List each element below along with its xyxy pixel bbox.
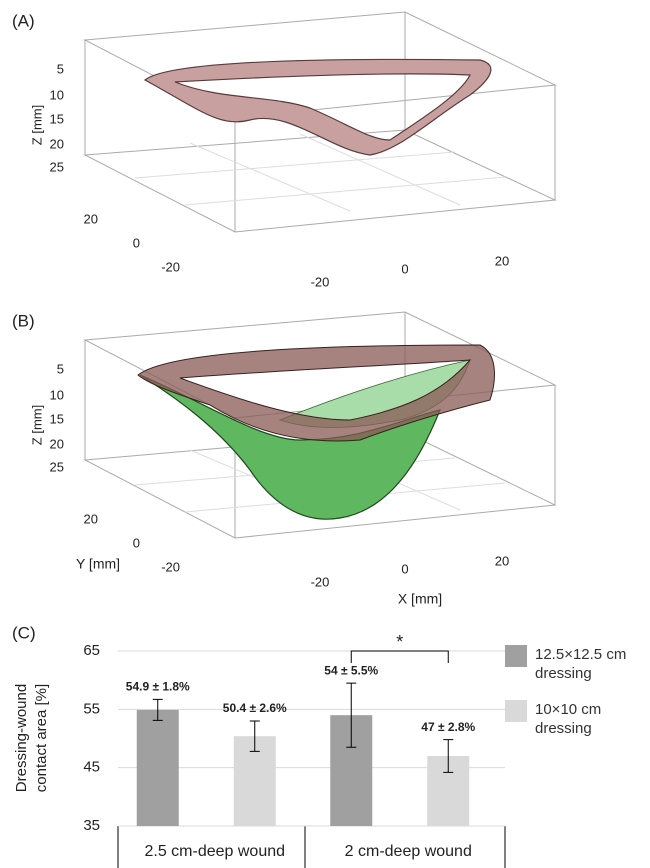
z-tick-label: 20: [50, 136, 64, 151]
legend-label: 10×10 cm dressing: [535, 701, 602, 737]
y-tick-label: 0: [133, 535, 140, 550]
surface-a: [143, 58, 492, 156]
error-bar: [152, 698, 163, 721]
y-axis-label: contact area [%]: [33, 684, 50, 792]
error-bar: [249, 720, 260, 752]
y-axis-label: Y [mm]: [76, 556, 120, 572]
legend-item: 10×10 cm dressing: [505, 700, 647, 738]
significance-bracket: [350, 650, 449, 663]
y-tick-label: -20: [161, 559, 180, 574]
data-label: 54.9 ± 1.8%: [126, 680, 190, 694]
panel-label: (C): [12, 623, 36, 642]
panel-label: (A): [12, 11, 35, 30]
z-tick-label: 15: [50, 411, 64, 426]
x-tick-label: 0: [401, 261, 408, 276]
data-label: 50.4 ± 2.6%: [223, 701, 287, 715]
z-axis-label: Z [mm]: [29, 105, 44, 145]
legend-item: 12.5×12.5 cm dressing: [505, 645, 647, 683]
y-axis-label: Dressing-wound: [13, 684, 30, 792]
z-axis-label: Z [mm]: [29, 405, 44, 445]
y-tick-label: 20: [84, 211, 98, 226]
z-tick-label: 25: [50, 459, 64, 474]
z-tick-label: 15: [50, 111, 64, 126]
data-label: 47 ± 2.8%: [421, 720, 475, 734]
x-tick-label: -20: [311, 574, 330, 589]
z-tick-label: 10: [50, 87, 64, 102]
z-tick-label: 5: [57, 61, 64, 76]
legend-swatch: [505, 645, 527, 667]
x-tick-label: 2.5 cm-deep wound: [144, 843, 285, 860]
surface-b-bowl: [139, 374, 441, 520]
z-tick-label: 25: [50, 159, 64, 174]
error-bar: [346, 682, 357, 748]
x-tick-label: -20: [311, 274, 330, 289]
legend-label: 12.5×12.5 cm dressing: [535, 646, 627, 682]
x-tick-label: 20: [495, 553, 509, 568]
y-tick-label: 55: [83, 700, 100, 717]
y-tick-label: 35: [83, 817, 100, 834]
y-tick-label: 0: [133, 235, 140, 250]
panel-label: (B): [12, 311, 35, 330]
y-tick-label: 65: [83, 642, 100, 659]
surface-b-rim: [137, 344, 495, 442]
x-tick-label: 20: [495, 253, 509, 268]
bar: [136, 709, 179, 826]
error-bar: [443, 739, 454, 773]
y-tick-label: -20: [161, 259, 180, 274]
z-tick-label: 10: [50, 387, 64, 402]
x-tick-label: 2 cm-deep wound: [345, 843, 472, 860]
y-tick-label: 20: [84, 511, 98, 526]
z-tick-label: 5: [57, 361, 64, 376]
legend-swatch: [505, 700, 527, 722]
data-label: 54 ± 5.5%: [324, 663, 378, 677]
x-tick-label: 0: [401, 561, 408, 576]
significance-label: *: [396, 632, 403, 652]
y-tick-label: 45: [83, 759, 100, 776]
z-tick-label: 20: [50, 436, 64, 451]
x-axis-label: X [mm]: [398, 591, 442, 607]
